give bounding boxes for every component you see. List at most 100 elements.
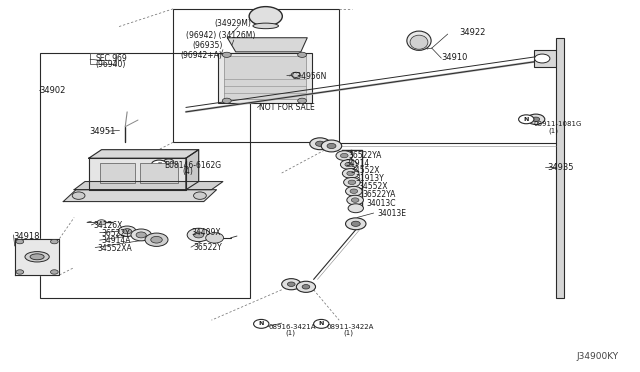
Text: 08916-3421A: 08916-3421A bbox=[269, 324, 316, 330]
Circle shape bbox=[296, 281, 316, 292]
Circle shape bbox=[348, 180, 356, 185]
Circle shape bbox=[350, 189, 358, 193]
Text: 36522YA: 36522YA bbox=[362, 190, 396, 199]
Bar bbox=[100, 163, 135, 183]
Ellipse shape bbox=[410, 35, 428, 49]
Text: 08911-1081G: 08911-1081G bbox=[533, 121, 582, 127]
Text: (1): (1) bbox=[343, 330, 353, 336]
Bar bbox=[224, 56, 306, 99]
Text: (96935): (96935) bbox=[192, 41, 223, 51]
Polygon shape bbox=[89, 158, 186, 190]
Circle shape bbox=[145, 233, 168, 246]
Circle shape bbox=[298, 52, 307, 57]
Text: 34409X: 34409X bbox=[191, 228, 221, 237]
Bar bbox=[556, 38, 564, 298]
Text: (96942) (34126M): (96942) (34126M) bbox=[186, 31, 255, 40]
Polygon shape bbox=[227, 38, 307, 52]
Circle shape bbox=[222, 98, 231, 103]
Text: 34013E: 34013E bbox=[378, 209, 406, 218]
Circle shape bbox=[16, 270, 24, 274]
Polygon shape bbox=[186, 150, 198, 190]
Text: N: N bbox=[524, 117, 529, 122]
Text: 08911-3422A: 08911-3422A bbox=[326, 324, 374, 330]
Bar bbox=[140, 163, 178, 183]
Text: 34918: 34918 bbox=[13, 231, 40, 241]
Circle shape bbox=[316, 141, 324, 146]
Text: (96940): (96940) bbox=[95, 60, 125, 69]
Circle shape bbox=[136, 232, 147, 238]
Polygon shape bbox=[74, 182, 223, 190]
Circle shape bbox=[253, 320, 269, 328]
Text: 36522YA: 36522YA bbox=[349, 151, 382, 160]
Text: 34951: 34951 bbox=[89, 127, 115, 137]
Circle shape bbox=[340, 153, 348, 158]
Circle shape bbox=[345, 162, 353, 167]
Circle shape bbox=[51, 239, 58, 244]
Ellipse shape bbox=[407, 31, 431, 50]
Circle shape bbox=[344, 177, 360, 187]
Bar bbox=[534, 49, 559, 67]
Circle shape bbox=[16, 239, 24, 244]
Ellipse shape bbox=[25, 251, 49, 262]
Text: 34552XA: 34552XA bbox=[98, 244, 132, 253]
Text: NOT FOR SALE: NOT FOR SALE bbox=[259, 103, 315, 112]
Circle shape bbox=[342, 169, 359, 178]
Circle shape bbox=[348, 204, 364, 213]
Circle shape bbox=[351, 221, 360, 227]
Text: 36522Y: 36522Y bbox=[193, 243, 222, 252]
Circle shape bbox=[534, 54, 550, 63]
Text: (1): (1) bbox=[548, 127, 559, 134]
Text: 31913Y: 31913Y bbox=[355, 174, 384, 183]
Bar bbox=[40, 53, 250, 298]
Polygon shape bbox=[89, 150, 198, 158]
Circle shape bbox=[346, 218, 366, 230]
Circle shape bbox=[118, 226, 136, 236]
Text: B08146-6162G: B08146-6162G bbox=[164, 161, 221, 170]
Text: (4): (4) bbox=[182, 167, 193, 176]
Text: (1): (1) bbox=[285, 330, 295, 336]
Circle shape bbox=[249, 7, 282, 26]
Circle shape bbox=[287, 282, 295, 286]
Circle shape bbox=[310, 138, 330, 150]
Circle shape bbox=[347, 171, 355, 176]
Circle shape bbox=[152, 160, 167, 169]
Circle shape bbox=[321, 140, 342, 152]
Circle shape bbox=[298, 98, 307, 103]
Circle shape bbox=[518, 115, 534, 124]
Text: 34935: 34935 bbox=[547, 163, 574, 172]
Polygon shape bbox=[63, 190, 216, 202]
Text: 34910: 34910 bbox=[442, 52, 468, 61]
Text: (96942+A): (96942+A) bbox=[180, 51, 223, 60]
Bar bbox=[90, 52, 116, 64]
Text: N: N bbox=[319, 321, 324, 326]
Text: 34126X: 34126X bbox=[93, 221, 123, 230]
Circle shape bbox=[51, 270, 58, 274]
Circle shape bbox=[151, 236, 163, 243]
Circle shape bbox=[314, 320, 329, 328]
Circle shape bbox=[123, 229, 132, 234]
Text: 34902: 34902 bbox=[39, 86, 65, 95]
Circle shape bbox=[193, 232, 204, 238]
Circle shape bbox=[131, 229, 152, 241]
Text: 34013C: 34013C bbox=[366, 199, 396, 208]
Circle shape bbox=[532, 117, 540, 122]
Circle shape bbox=[327, 143, 336, 148]
Circle shape bbox=[164, 159, 173, 165]
Circle shape bbox=[222, 52, 231, 57]
Circle shape bbox=[282, 279, 301, 290]
Circle shape bbox=[187, 228, 210, 241]
Text: (34929M): (34929M) bbox=[214, 19, 252, 28]
Circle shape bbox=[193, 192, 206, 199]
Polygon shape bbox=[15, 238, 60, 275]
Bar bbox=[173, 9, 339, 142]
Circle shape bbox=[291, 72, 300, 77]
Circle shape bbox=[527, 114, 545, 125]
Circle shape bbox=[72, 192, 85, 199]
Ellipse shape bbox=[30, 254, 44, 260]
Circle shape bbox=[351, 198, 359, 202]
Bar bbox=[218, 52, 312, 103]
Circle shape bbox=[205, 233, 223, 243]
Circle shape bbox=[336, 151, 353, 160]
Text: 34552X: 34552X bbox=[351, 166, 380, 175]
Text: J34900KY: J34900KY bbox=[577, 352, 619, 361]
